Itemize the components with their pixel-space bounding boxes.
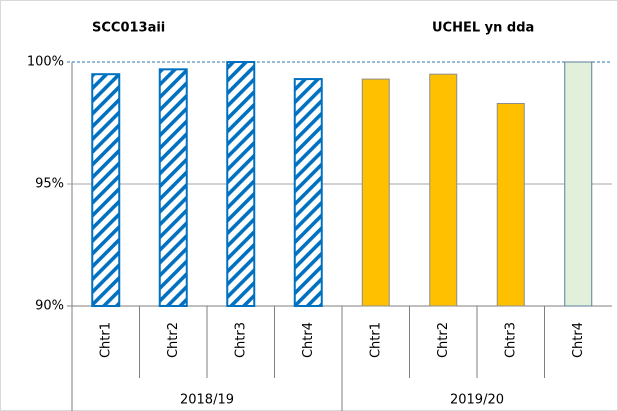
bar (293, 78, 323, 307)
y-tick-label: 100% (27, 55, 64, 70)
bar (226, 61, 256, 307)
bar (91, 73, 121, 307)
x-tick-label: Chtr2 (166, 322, 181, 358)
x-tick-label: Chtr1 (98, 322, 113, 358)
annotation: UCHEL yn dda (432, 21, 534, 36)
group-label: 2019/20 (450, 393, 504, 408)
x-tick-label: Chtr4 (571, 322, 586, 358)
x-tick-label: Chtr3 (233, 322, 248, 358)
y-tick-label: 90% (35, 299, 64, 314)
x-tick-label: Chtr3 (503, 322, 518, 358)
bar (158, 68, 188, 307)
group-label: 2018/19 (180, 393, 234, 408)
y-tick-label: 95% (35, 177, 64, 192)
x-tick-label: Chtr4 (301, 322, 316, 358)
x-tick-label: Chtr2 (436, 322, 451, 358)
bar (496, 102, 525, 307)
annotation: SCC013aii (92, 21, 165, 36)
bar (564, 61, 593, 307)
bar (361, 78, 390, 307)
bar (429, 73, 458, 307)
x-tick-label: Chtr1 (368, 322, 383, 358)
